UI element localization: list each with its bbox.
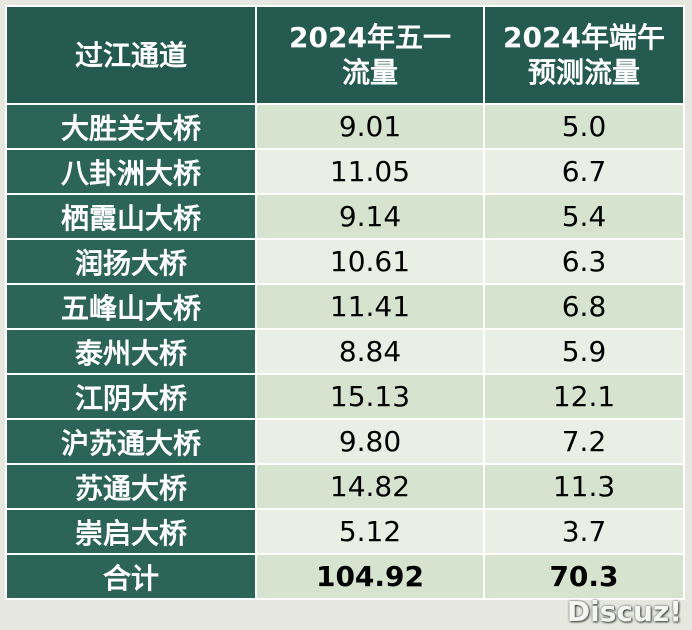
bridge-name-cell: 五峰山大桥 bbox=[5, 283, 257, 330]
mayday-value-cell: 8.84 bbox=[255, 328, 485, 375]
table-row: 大胜关大桥 9.01 5.0 bbox=[5, 103, 685, 150]
table-row: 苏通大桥 14.82 11.3 bbox=[5, 463, 685, 510]
table-header-row: 过江通道 2024年五一 流量 2024年端午 预测流量 bbox=[5, 5, 685, 105]
mayday-value-cell: 9.80 bbox=[255, 418, 485, 465]
dragon-value-cell: 6.8 bbox=[483, 283, 685, 330]
dragon-value-cell: 3.7 bbox=[483, 508, 685, 555]
total-row: 合计 104.92 70.3 bbox=[5, 553, 685, 600]
table-row: 沪苏通大桥 9.80 7.2 bbox=[5, 418, 685, 465]
bridge-name-cell: 大胜关大桥 bbox=[5, 103, 257, 150]
dragon-value-cell: 6.3 bbox=[483, 238, 685, 285]
header-mayday-traffic: 2024年五一 流量 bbox=[255, 5, 485, 105]
header-line: 2024年五一 bbox=[289, 21, 451, 54]
bridge-name-cell: 八卦洲大桥 bbox=[5, 148, 257, 195]
header-bridge-name: 过江通道 bbox=[5, 5, 257, 105]
dragon-value-cell: 11.3 bbox=[483, 463, 685, 510]
bridge-name-cell: 泰州大桥 bbox=[5, 328, 257, 375]
header-line: 预测流量 bbox=[527, 56, 640, 89]
dragon-value-cell: 5.0 bbox=[483, 103, 685, 150]
mayday-value-cell: 9.01 bbox=[255, 103, 485, 150]
dragon-value-cell: 7.2 bbox=[483, 418, 685, 465]
table-row: 江阴大桥 15.13 12.1 bbox=[5, 373, 685, 420]
bridge-name-cell: 崇启大桥 bbox=[5, 508, 257, 555]
table-row: 崇启大桥 5.12 3.7 bbox=[5, 508, 685, 555]
total-dragon-cell: 70.3 bbox=[483, 553, 685, 600]
mayday-value-cell: 10.61 bbox=[255, 238, 485, 285]
table-row: 栖霞山大桥 9.14 5.4 bbox=[5, 193, 685, 240]
total-label-cell: 合计 bbox=[5, 553, 257, 600]
mayday-value-cell: 15.13 bbox=[255, 373, 485, 420]
header-line: 流量 bbox=[341, 56, 398, 89]
mayday-value-cell: 11.05 bbox=[255, 148, 485, 195]
mayday-value-cell: 9.14 bbox=[255, 193, 485, 240]
dragon-value-cell: 12.1 bbox=[483, 373, 685, 420]
table-row: 润扬大桥 10.61 6.3 bbox=[5, 238, 685, 285]
dragon-value-cell: 5.4 bbox=[483, 193, 685, 240]
bridge-name-cell: 苏通大桥 bbox=[5, 463, 257, 510]
total-mayday-cell: 104.92 bbox=[255, 553, 485, 600]
bridge-name-cell: 润扬大桥 bbox=[5, 238, 257, 285]
header-dragon-boat-forecast: 2024年端午 预测流量 bbox=[483, 5, 685, 105]
table-row: 五峰山大桥 11.41 6.8 bbox=[5, 283, 685, 330]
table-row: 泰州大桥 8.84 5.9 bbox=[5, 328, 685, 375]
mayday-value-cell: 14.82 bbox=[255, 463, 485, 510]
forum-watermark: Discuz! bbox=[566, 595, 682, 628]
header-line: 2024年端午 bbox=[503, 21, 665, 54]
mayday-value-cell: 5.12 bbox=[255, 508, 485, 555]
table-row: 八卦洲大桥 11.05 6.7 bbox=[5, 148, 685, 195]
bridge-traffic-table: 过江通道 2024年五一 流量 2024年端午 预测流量 大胜关大桥 9.01 … bbox=[5, 5, 685, 600]
bridge-name-cell: 栖霞山大桥 bbox=[5, 193, 257, 240]
mayday-value-cell: 11.41 bbox=[255, 283, 485, 330]
bridge-name-cell: 沪苏通大桥 bbox=[5, 418, 257, 465]
dragon-value-cell: 5.9 bbox=[483, 328, 685, 375]
dragon-value-cell: 6.7 bbox=[483, 148, 685, 195]
bridge-name-cell: 江阴大桥 bbox=[5, 373, 257, 420]
header-line: 过江通道 bbox=[74, 38, 187, 72]
